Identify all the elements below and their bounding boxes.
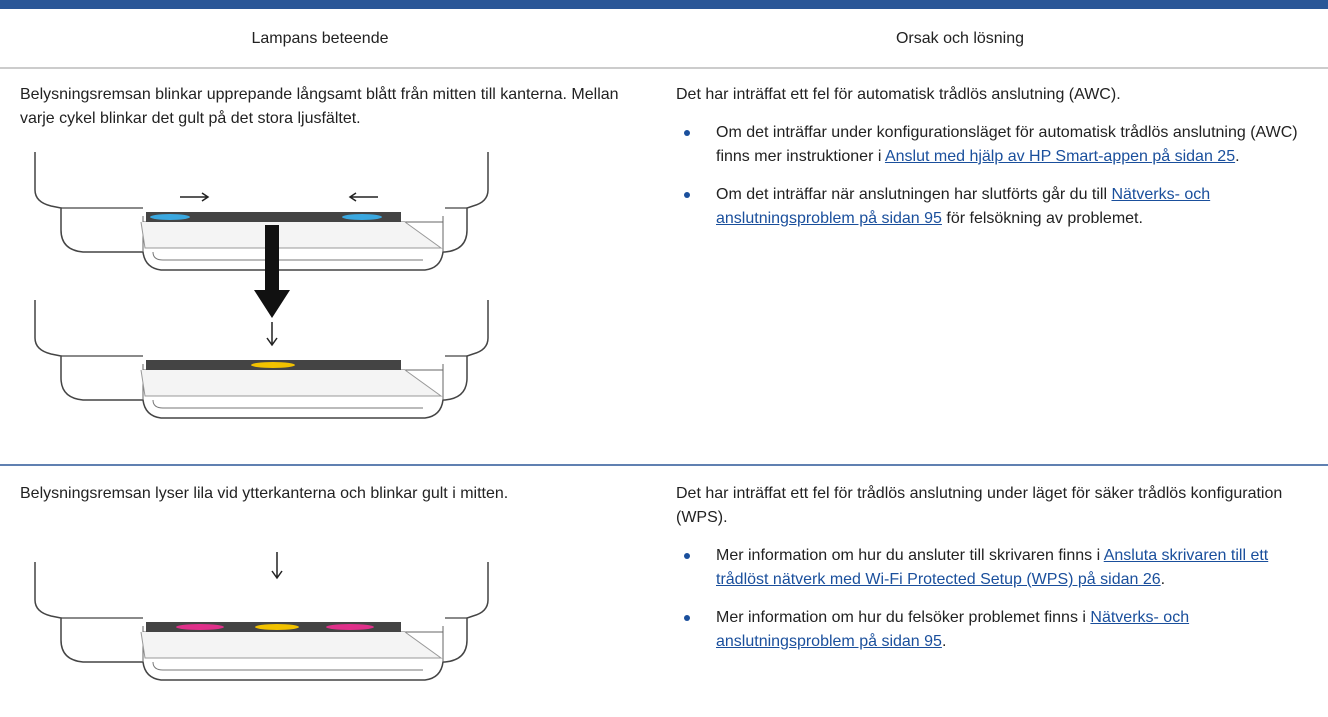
link[interactable]: Ansluta skrivaren till ett trådlöst nätv… [716,547,1269,588]
bullet-text: . [1235,148,1240,165]
link[interactable]: Anslut med hjälp av HP Smart-appen på si… [884,148,1236,165]
cause-cell: Det har inträffat ett fel för trådlös an… [676,482,1316,668]
cause-cell: Det har inträffat ett fel för automatisk… [676,83,1316,245]
bullet-list: Mer information om hur du ansluter till … [676,544,1316,654]
bullet-item: Mer information om hur du ansluter till … [676,544,1316,592]
bullet-text: Om det inträffar under konfigurationsläg… [716,124,1298,165]
bullet-list: Om det inträffar under konfigurationsläg… [676,121,1316,231]
bullet-text: Mer information om hur du felsöker probl… [716,609,1091,626]
column-header: Lampans beteende [251,30,389,47]
bullet-text: Om det inträffar när anslutningen har sl… [716,186,1112,203]
cause-text: Det har inträffat ett fel för trådlös an… [676,485,1283,526]
bullet-text: för felsökning av problemet. [941,210,1143,227]
bullet-item: Om det inträffar när anslutningen har sl… [676,183,1316,231]
bullet-text: . [1160,571,1166,588]
link[interactable]: Nätverks- och anslutningsproblem på sida… [716,186,1211,227]
bullet-item: Om det inträffar under konfigurationsläg… [676,121,1316,169]
bullet-item: Mer information om hur du felsöker probl… [676,606,1316,654]
cause-text: Det har inträffat ett fel för automatisk… [676,86,1121,103]
bullet-text: . [941,633,947,650]
behavior-text: Belysningsremsan blinkar upprepande lång… [20,86,619,127]
bullet-text: Mer information om hur du ansluter till … [716,547,1104,564]
link[interactable]: Nätverks- och anslutningsproblem på sida… [716,609,1190,650]
column-header: Orsak och lösning [895,30,1025,47]
behavior-text: Belysningsremsan lyser lila vid ytterkan… [20,485,509,502]
